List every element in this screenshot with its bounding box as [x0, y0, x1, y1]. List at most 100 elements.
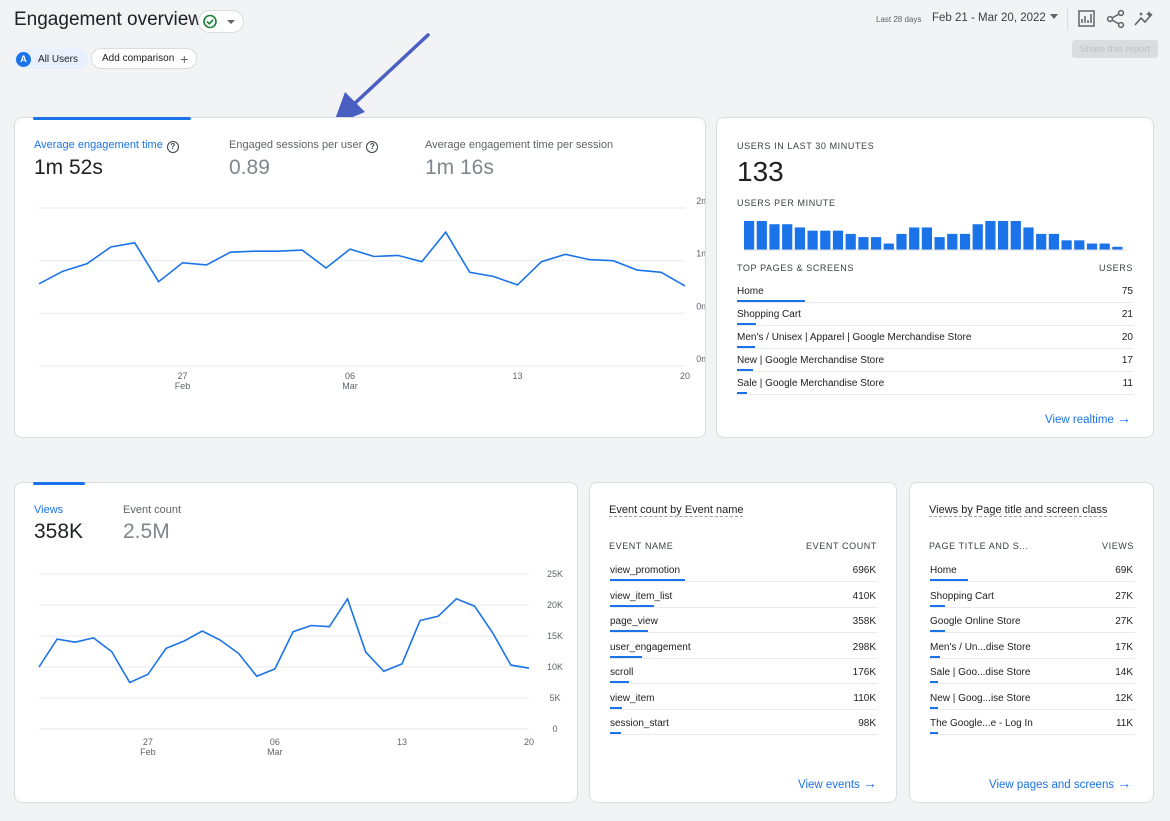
y-tick-label: 10K: [547, 662, 563, 672]
view-events-label: View events: [798, 779, 860, 791]
metric-tab-engaged-sessions[interactable]: Engaged sessions per user?: [229, 139, 379, 153]
views-card: Views 358K Event count 2.5M 25K 20K 15K 10K…: [14, 482, 578, 803]
series-line: [38, 596, 530, 684]
table-row-value: 12K: [1115, 692, 1133, 704]
row-bar: [610, 604, 655, 607]
avatar: A: [16, 51, 31, 67]
users-per-minute-bar: [1023, 227, 1034, 250]
page-title: Engagement overview: [14, 9, 202, 30]
table-row-name[interactable]: view_item_list: [610, 590, 673, 602]
table-header-views: VIEWS: [1101, 541, 1134, 551]
status-dropdown[interactable]: [198, 10, 244, 33]
y-tick-label: 20K: [547, 600, 563, 610]
table-row-name[interactable]: page_view: [610, 616, 658, 627]
table-row-value: 27K: [1115, 590, 1133, 602]
pages-card: Views by Page title and screen class PAG…: [909, 482, 1154, 803]
table-row-name[interactable]: Google Online Store: [930, 616, 1021, 627]
users-per-minute-bar: [896, 233, 907, 250]
y-tick-label: 1m 40s: [696, 249, 705, 259]
row-divider: [737, 302, 1133, 303]
insights-icon[interactable]: [1133, 9, 1155, 29]
table-row-name[interactable]: view_promotion: [610, 565, 681, 576]
row-divider: [930, 581, 1135, 582]
row-bar: [930, 630, 945, 632]
events-card-title[interactable]: Event count by Event name: [609, 504, 744, 516]
table-row-name[interactable]: Sale | Google Merchandise Store: [737, 378, 885, 389]
row-divider: [930, 708, 1135, 710]
metric-tab-avg-engagement-per-session[interactable]: Average engagement time per session: [425, 139, 614, 151]
table-row-value: 11K: [1115, 718, 1133, 729]
view-realtime-link[interactable]: View realtime →: [1045, 410, 1131, 426]
table-row-name[interactable]: Men's / Unisex | Apparel | Google Mercha…: [737, 332, 972, 343]
users-per-minute-bar: [1048, 233, 1059, 250]
arrow-right-icon: →: [1117, 775, 1132, 791]
users-per-minute-bar: [934, 237, 945, 250]
table-header-users: USERS: [1098, 263, 1133, 273]
users-per-minute-bar: [820, 230, 831, 250]
help-icon[interactable]: ?: [166, 141, 179, 153]
table-row-name[interactable]: Sale | Goo...dise Store: [930, 667, 1031, 678]
metric-label: Engaged sessions per user: [229, 139, 363, 151]
table-row-name[interactable]: New | Google Merchandise Store: [737, 355, 885, 366]
share-icon[interactable]: [1106, 9, 1126, 29]
table-row-name[interactable]: view_item: [610, 692, 655, 704]
row-divider: [930, 657, 1135, 659]
row-divider: [610, 657, 878, 659]
users-per-minute-bar: [832, 230, 844, 250]
help-icon[interactable]: ?: [366, 141, 379, 153]
table-row-value: 27K: [1115, 616, 1133, 627]
users-per-minute-bar: [985, 221, 996, 250]
table-row-name[interactable]: The Google...e - Log In: [930, 718, 1033, 729]
series-line: [38, 230, 686, 287]
table-row-value: 17: [1121, 355, 1133, 366]
table-row-name[interactable]: scroll: [610, 667, 634, 678]
customize-report-icon[interactable]: [1077, 9, 1097, 29]
table-row-name[interactable]: session_start: [610, 718, 669, 729]
table-row-value: 11: [1122, 378, 1133, 389]
all-users-chip[interactable]: A All Users: [14, 49, 89, 69]
pages-card-title[interactable]: Views by Page title and screen class: [929, 504, 1108, 516]
users-per-minute-bar: [794, 227, 805, 250]
x-tick-label: 20: [524, 737, 534, 747]
users-per-minute-bar: [1036, 233, 1047, 250]
check-circle-icon: [203, 14, 235, 29]
users-per-minute-bar: [947, 233, 958, 250]
metric-tab-avg-engagement[interactable]: Average engagement time?: [34, 139, 179, 153]
users-per-minute-bar: [959, 233, 971, 250]
row-divider: [610, 606, 878, 608]
metric-tab-views[interactable]: Views: [34, 504, 64, 516]
table-row-name[interactable]: Home: [737, 286, 764, 297]
x-tick-label: 06: [345, 371, 355, 381]
x-tick-month: Mar: [342, 381, 358, 391]
table-row-name[interactable]: Men's / Un...dise Store: [930, 641, 1031, 653]
users-per-minute-bar: [1010, 221, 1021, 250]
metric-tab-event-count[interactable]: Event count: [123, 504, 182, 516]
table-row-name[interactable]: New | Goog...ise Store: [930, 692, 1031, 704]
view-events-link[interactable]: View events →: [798, 775, 877, 791]
view-realtime-label: View realtime: [1045, 414, 1114, 426]
arrow-right-icon: →: [1117, 410, 1132, 426]
table-row-name[interactable]: Home: [930, 565, 957, 576]
y-tick-label: 0m 00s: [696, 354, 705, 364]
table-row-name[interactable]: user_engagement: [610, 641, 691, 653]
row-bar: [930, 706, 938, 709]
table-row-name[interactable]: Shopping Cart: [737, 309, 801, 320]
view-pages-label: View pages and screens: [989, 779, 1115, 791]
table-header-pages: TOP PAGES & SCREENS: [737, 263, 854, 273]
view-pages-link[interactable]: View pages and screens →: [989, 775, 1131, 791]
date-range-picker[interactable]: Feb 21 - Mar 20, 2022: [932, 12, 1046, 24]
x-tick-label: 13: [397, 737, 407, 747]
row-divider: [737, 348, 1133, 349]
table-row-value: 358K: [852, 616, 876, 627]
row-bar: [930, 681, 938, 683]
row-bar: [610, 655, 643, 658]
row-divider: [930, 606, 1135, 608]
add-comparison-button[interactable]: Add comparison +: [91, 48, 198, 69]
row-divider: [610, 581, 878, 582]
row-divider: [610, 708, 878, 710]
metric-value: 0.89: [229, 156, 270, 179]
table-row-name[interactable]: Shopping Cart: [930, 590, 994, 602]
y-tick-label: 25K: [547, 569, 563, 579]
date-caret-icon[interactable]: [1050, 14, 1058, 19]
